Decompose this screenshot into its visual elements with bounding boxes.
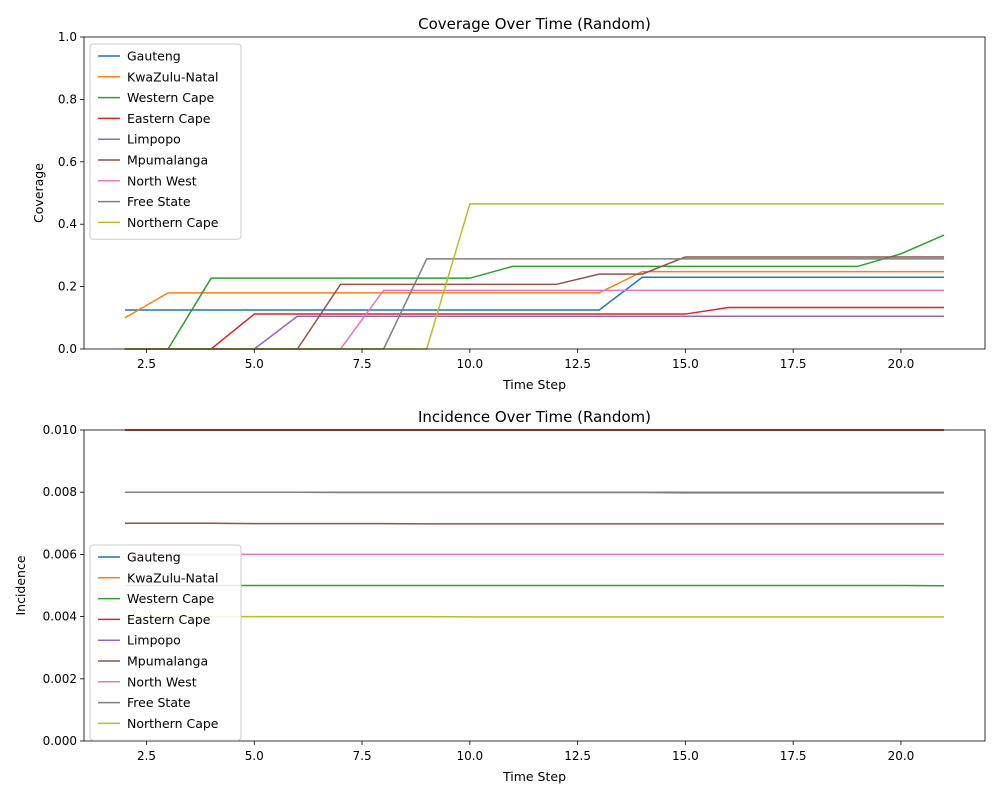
legend-label: North West xyxy=(127,674,197,689)
legend-label: Eastern Cape xyxy=(127,111,211,126)
y-tick-label: 0.006 xyxy=(43,547,77,561)
series-line-mpumalanga xyxy=(124,522,945,525)
x-tick-label: 2.5 xyxy=(137,749,156,763)
legend-label: Western Cape xyxy=(127,90,215,105)
x-tick-label: 20.0 xyxy=(888,357,915,371)
legend-label: Western Cape xyxy=(127,591,215,606)
y-tick-label: 0.000 xyxy=(43,734,77,748)
legend-box xyxy=(89,43,242,240)
y-tick-label: 0.002 xyxy=(43,672,77,686)
legend-label: Free State xyxy=(127,695,191,710)
x-tick-label: 7.5 xyxy=(353,749,372,763)
coverage-plot-frame xyxy=(83,36,986,350)
y-tick-label: 1.0 xyxy=(58,30,77,44)
coverage-subplot: Coverage Over Time (Random) Time Step Co… xyxy=(31,15,986,392)
legend-label: Mpumalanga xyxy=(127,654,208,669)
series-line-eastern-cape xyxy=(124,306,945,350)
series-line-limpopo xyxy=(124,315,945,350)
coverage-y-axis-label: Coverage xyxy=(31,163,46,223)
legend-label: Limpopo xyxy=(127,132,181,147)
y-tick-label: 0.004 xyxy=(43,610,77,624)
legend-label: Mpumalanga xyxy=(127,153,208,168)
legend-label: Free State xyxy=(127,194,191,209)
incidence-subplot: Incidence Over Time (Random) Time Step I… xyxy=(13,408,986,784)
y-tick-label: 0.2 xyxy=(58,280,77,294)
legend-label: Northern Cape xyxy=(127,215,219,230)
incidence-chart-title: Incidence Over Time (Random) xyxy=(418,408,651,426)
x-tick-label: 15.0 xyxy=(672,749,699,763)
x-tick-label: 12.5 xyxy=(564,749,591,763)
legend-label: KwaZulu-Natal xyxy=(127,570,219,585)
coverage-axis-ticks: 2.5 5.0 7.5 10.0 12.5 15.0 17.5 20.0 0.0 0.2 0.4 0.… xyxy=(58,30,914,371)
x-tick-label: 12.5 xyxy=(564,357,591,371)
legend-label: Limpopo xyxy=(127,633,181,648)
series-line-gauteng xyxy=(124,276,945,311)
y-tick-label: 0.6 xyxy=(58,155,77,169)
coverage-chart-title: Coverage Over Time (Random) xyxy=(418,15,651,33)
legend-label: North West xyxy=(127,173,197,188)
x-tick-label: 7.5 xyxy=(353,357,372,371)
coverage-x-axis-label: Time Step xyxy=(502,377,566,392)
legend-label: Eastern Cape xyxy=(127,612,211,627)
incidence-axis-ticks: 2.5 5.0 7.5 10.0 12.5 15.0 17.5 20.0 0.000 0.002 0… xyxy=(43,423,915,763)
x-tick-label: 10.0 xyxy=(456,357,483,371)
incidence-x-axis-label: Time Step xyxy=(502,769,566,784)
coverage-legend: Gauteng KwaZulu-Natal Western Cape Eastern … xyxy=(89,43,242,240)
y-tick-label: 0.008 xyxy=(43,485,77,499)
legend-label: Gauteng xyxy=(127,550,181,565)
y-tick-label: 0.010 xyxy=(43,423,77,437)
y-tick-label: 0.8 xyxy=(58,92,77,106)
legend-label: KwaZulu-Natal xyxy=(127,69,219,84)
x-tick-label: 5.0 xyxy=(245,357,264,371)
incidence-legend: Gauteng KwaZulu-Natal Western Cape Eastern … xyxy=(89,544,242,741)
x-tick-label: 10.0 xyxy=(456,749,483,763)
x-tick-label: 17.5 xyxy=(780,357,807,371)
incidence-y-axis-label: Incidence xyxy=(13,555,28,615)
y-tick-label: 0.0 xyxy=(58,342,77,356)
x-tick-label: 20.0 xyxy=(888,749,915,763)
series-line-western-cape xyxy=(124,234,945,350)
y-tick-label: 0.4 xyxy=(58,217,77,231)
x-tick-label: 17.5 xyxy=(780,749,807,763)
x-tick-label: 2.5 xyxy=(137,357,156,371)
legend-label: Northern Cape xyxy=(127,716,219,731)
legend-label: Gauteng xyxy=(127,49,181,64)
incidence-plot-frame xyxy=(83,429,986,742)
x-tick-label: 5.0 xyxy=(245,749,264,763)
legend-box xyxy=(89,544,242,741)
x-tick-label: 15.0 xyxy=(672,357,699,371)
series-line-kwazulu-natal xyxy=(124,270,945,319)
